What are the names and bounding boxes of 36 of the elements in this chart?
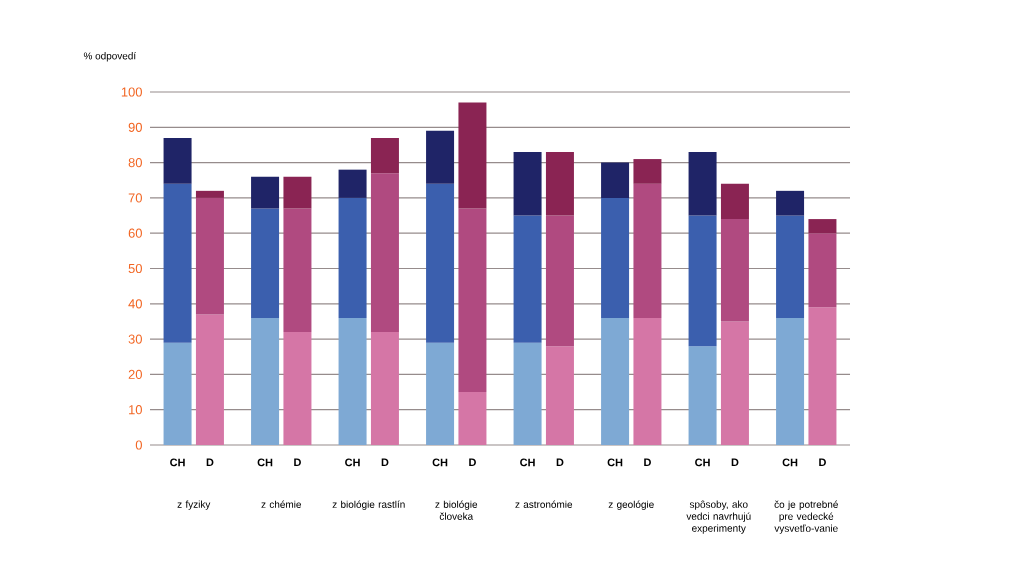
y-tick-label: 10: [129, 405, 142, 415]
text: z astronómie: [515, 500, 573, 508]
y-tick-label: 90: [128, 122, 142, 132]
x-tick-label: D: [644, 458, 651, 467]
text: z geológie: [608, 500, 654, 510]
y-tick-label: 100: [121, 87, 142, 97]
x-tick-label: CH: [782, 458, 798, 467]
x-tick-label: CH: [345, 458, 360, 467]
text: z fyziky: [177, 500, 211, 510]
y-tick-label: 30: [128, 334, 142, 344]
y-tick-label: 50: [128, 263, 142, 274]
x-tick-label: D: [819, 458, 826, 467]
y-tick-label: 20: [128, 369, 142, 379]
x-tick-label: D: [556, 458, 564, 467]
x-tick-label: CH: [257, 458, 273, 467]
text: z biológie človeka: [435, 500, 478, 520]
x-tick-label: CH: [695, 458, 710, 467]
x-tick-label: D: [381, 458, 389, 467]
x-tick-label: D: [294, 458, 301, 467]
text: čo je potrebné pre vedecké vysvetľo-vanie: [774, 500, 838, 534]
text: z chémie: [261, 500, 302, 508]
text: z biológie rastlín: [332, 500, 405, 510]
x-tick-label: CH: [170, 458, 185, 467]
y-tick-label: 60: [128, 228, 142, 238]
y-tick-label: 0: [135, 440, 142, 450]
y-tick-label: 80: [128, 158, 142, 168]
text: spôsoby, ako vedci navrhujú experimenty: [686, 500, 751, 534]
y-axis-title: % odpovedí: [83, 51, 137, 62]
y-tick-label: 70: [128, 193, 142, 203]
x-tick-label: D: [731, 458, 739, 467]
x-tick-label: D: [469, 458, 476, 467]
x-tick-label: CH: [607, 458, 623, 467]
x-tick-label: CH: [520, 458, 535, 467]
x-tick-label: D: [206, 458, 214, 467]
y-tick-label: 40: [128, 299, 142, 309]
x-tick-label: CH: [432, 458, 448, 467]
